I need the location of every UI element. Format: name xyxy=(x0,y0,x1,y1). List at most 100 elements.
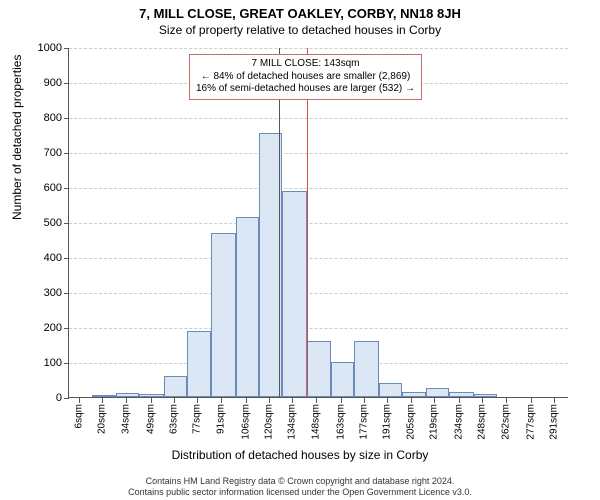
y-tick-mark xyxy=(64,363,69,364)
x-tick-mark xyxy=(387,398,388,403)
x-tick-mark xyxy=(364,398,365,403)
y-tick-label: 1000 xyxy=(22,42,62,54)
x-tick-label: 163sqm xyxy=(335,404,346,440)
x-tick-label: 177sqm xyxy=(359,404,370,440)
x-tick-label: 120sqm xyxy=(264,404,275,440)
x-tick-mark xyxy=(434,398,435,403)
y-tick-label: 200 xyxy=(22,322,62,334)
annotation-box: 7 MILL CLOSE: 143sqm← 84% of detached ho… xyxy=(189,54,422,100)
y-tick-label: 400 xyxy=(22,252,62,264)
histogram-bar xyxy=(116,393,139,397)
footer-line-1: Contains HM Land Registry data © Crown c… xyxy=(0,476,600,487)
y-tick-label: 0 xyxy=(22,392,62,404)
y-tick-mark xyxy=(64,48,69,49)
x-tick-label: 77sqm xyxy=(192,404,203,434)
x-tick-label: 20sqm xyxy=(97,404,108,434)
x-tick-mark xyxy=(102,398,103,403)
histogram-bar xyxy=(426,388,449,397)
y-tick-mark xyxy=(64,118,69,119)
x-tick-mark xyxy=(151,398,152,403)
page-title: 7, MILL CLOSE, GREAT OAKLEY, CORBY, NN18… xyxy=(0,6,600,21)
page-subtitle: Size of property relative to detached ho… xyxy=(0,23,600,37)
median-reference-line xyxy=(279,48,280,397)
x-tick-mark xyxy=(221,398,222,403)
grid-line xyxy=(69,258,568,259)
histogram-bar xyxy=(307,341,330,397)
y-tick-mark xyxy=(64,223,69,224)
histogram-chart: 010020030040050060070080090010006sqm20sq… xyxy=(68,48,568,398)
y-tick-label: 800 xyxy=(22,112,62,124)
x-tick-label: 49sqm xyxy=(145,404,156,434)
x-tick-mark xyxy=(246,398,247,403)
x-tick-mark xyxy=(411,398,412,403)
x-tick-mark xyxy=(531,398,532,403)
x-tick-label: 34sqm xyxy=(120,404,131,434)
plot-area: 010020030040050060070080090010006sqm20sq… xyxy=(68,48,568,398)
property-reference-line xyxy=(307,48,308,397)
grid-line xyxy=(69,48,568,49)
x-tick-mark xyxy=(554,398,555,403)
x-tick-label: 91sqm xyxy=(215,404,226,434)
histogram-bar xyxy=(331,362,354,397)
y-tick-mark xyxy=(64,293,69,294)
histogram-bar xyxy=(164,376,187,397)
x-tick-mark xyxy=(506,398,507,403)
x-tick-mark xyxy=(269,398,270,403)
histogram-bar xyxy=(474,394,497,398)
annotation-line-3: 16% of semi-detached houses are larger (… xyxy=(196,83,415,96)
grid-line xyxy=(69,118,568,119)
x-tick-mark xyxy=(316,398,317,403)
x-tick-mark xyxy=(292,398,293,403)
footer-attribution: Contains HM Land Registry data © Crown c… xyxy=(0,476,600,498)
annotation-line-1: 7 MILL CLOSE: 143sqm xyxy=(196,58,415,71)
x-tick-mark xyxy=(341,398,342,403)
y-tick-label: 300 xyxy=(22,287,62,299)
grid-line xyxy=(69,223,568,224)
histogram-bar xyxy=(187,331,210,398)
histogram-bar xyxy=(92,395,115,397)
x-tick-label: 134sqm xyxy=(287,404,298,440)
x-tick-mark xyxy=(482,398,483,403)
y-tick-mark xyxy=(64,328,69,329)
annotation-line-2: ← 84% of detached houses are smaller (2,… xyxy=(196,71,415,84)
histogram-bar xyxy=(211,233,236,398)
y-tick-label: 700 xyxy=(22,147,62,159)
x-tick-label: 191sqm xyxy=(382,404,393,440)
histogram-bar xyxy=(402,392,425,397)
y-tick-label: 500 xyxy=(22,217,62,229)
x-tick-label: 205sqm xyxy=(405,404,416,440)
x-tick-label: 106sqm xyxy=(240,404,251,440)
x-tick-label: 277sqm xyxy=(525,404,536,440)
y-tick-mark xyxy=(64,258,69,259)
histogram-bar xyxy=(236,217,259,397)
x-tick-mark xyxy=(197,398,198,403)
grid-line xyxy=(69,328,568,329)
footer-line-2: Contains public sector information licen… xyxy=(0,487,600,498)
y-tick-label: 600 xyxy=(22,182,62,194)
x-tick-label: 262sqm xyxy=(500,404,511,440)
y-tick-label: 100 xyxy=(22,357,62,369)
grid-line xyxy=(69,153,568,154)
y-tick-label: 900 xyxy=(22,77,62,89)
histogram-bar xyxy=(354,341,379,397)
x-axis-label: Distribution of detached houses by size … xyxy=(0,448,600,462)
grid-line xyxy=(69,293,568,294)
x-tick-mark xyxy=(126,398,127,403)
histogram-bar xyxy=(379,383,402,397)
x-tick-label: 6sqm xyxy=(74,404,85,428)
x-tick-label: 219sqm xyxy=(429,404,440,440)
x-tick-mark xyxy=(79,398,80,403)
x-tick-label: 248sqm xyxy=(477,404,488,440)
x-tick-label: 148sqm xyxy=(310,404,321,440)
histogram-bar xyxy=(282,191,307,398)
x-tick-label: 291sqm xyxy=(549,404,560,440)
x-tick-label: 63sqm xyxy=(169,404,180,434)
y-tick-mark xyxy=(64,188,69,189)
x-tick-mark xyxy=(174,398,175,403)
histogram-bar xyxy=(139,394,164,397)
y-tick-mark xyxy=(64,153,69,154)
grid-line xyxy=(69,188,568,189)
y-tick-mark xyxy=(64,398,69,399)
x-tick-label: 234sqm xyxy=(454,404,465,440)
histogram-bar xyxy=(449,392,474,397)
